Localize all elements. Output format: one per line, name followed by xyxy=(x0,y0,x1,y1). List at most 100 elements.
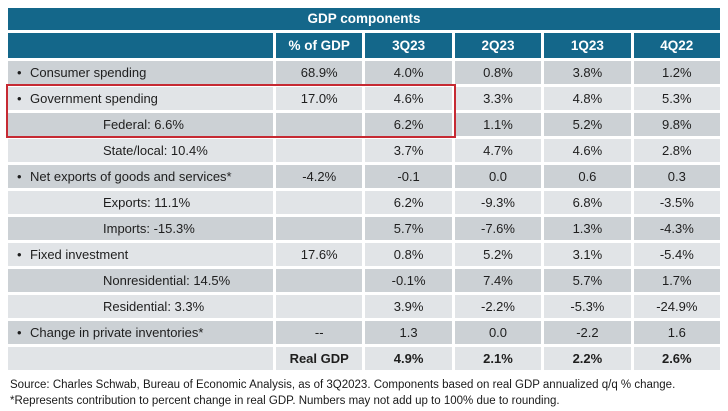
row-label: • Government spending xyxy=(8,87,273,110)
header-cell: 3Q23 xyxy=(365,33,452,58)
pct-of-gdp-cell: -- xyxy=(276,321,363,344)
value-cell: 3.8% xyxy=(544,61,631,84)
footnotes: Source: Charles Schwab, Bureau of Econom… xyxy=(8,377,720,410)
value-cell: 3.7% xyxy=(365,139,452,162)
value-cell: 7.4% xyxy=(454,269,542,292)
value-cell: 3.9% xyxy=(365,295,452,318)
row-label: State/local: 10.4% xyxy=(8,139,273,162)
row-label: Exports: 11.1% xyxy=(8,191,273,214)
value-cell: 5.7% xyxy=(544,269,631,292)
value-cell: 1.3% xyxy=(544,217,631,240)
value-cell: 3.3% xyxy=(454,87,542,110)
value-cell: 4.6% xyxy=(365,87,452,110)
row-label-text: Federal: 6.6% xyxy=(103,117,184,132)
value-cell: -2.2% xyxy=(454,295,542,318)
row-label: • Net exports of goods and services* xyxy=(8,165,273,188)
bullet-icon: • xyxy=(17,65,22,80)
pct-of-gdp-cell: 17.6% xyxy=(276,243,363,266)
value-cell: 1.7% xyxy=(633,269,720,292)
pct-of-gdp-cell: 17.0% xyxy=(276,87,363,110)
row-label xyxy=(8,347,273,370)
pct-of-gdp-cell: 68.9% xyxy=(276,61,363,84)
value-cell: 1.2% xyxy=(633,61,720,84)
value-cell: -0.1% xyxy=(365,269,452,292)
row-label-text: Imports: -15.3% xyxy=(103,221,195,236)
row-label-text: Exports: 11.1% xyxy=(103,195,191,210)
value-cell: -3.5% xyxy=(633,191,720,214)
value-cell: -7.6% xyxy=(454,217,542,240)
value-cell: 6.2% xyxy=(365,113,452,136)
value-cell: 4.9% xyxy=(365,347,452,370)
pct-of-gdp-cell xyxy=(276,269,363,292)
row-label-text: State/local: 10.4% xyxy=(103,143,208,158)
value-cell: 0.0 xyxy=(454,321,542,344)
value-cell: 0.6 xyxy=(544,165,631,188)
value-cell: -5.3% xyxy=(544,295,631,318)
row-label: • Fixed investment xyxy=(8,243,273,266)
row-label-text: Government spending xyxy=(30,91,158,106)
header-cell: 2Q23 xyxy=(454,33,542,58)
row-label: Federal: 6.6% xyxy=(8,113,273,136)
value-cell: 4.6% xyxy=(544,139,631,162)
value-cell: 4.0% xyxy=(365,61,452,84)
bullet-icon: • xyxy=(17,169,22,184)
row-label-text: Nonresidential: 14.5% xyxy=(103,273,231,288)
value-cell: 9.8% xyxy=(633,113,720,136)
value-cell: 0.3 xyxy=(633,165,720,188)
value-cell: 1.1% xyxy=(454,113,542,136)
value-cell: 6.8% xyxy=(544,191,631,214)
row-label: • Consumer spending xyxy=(8,61,273,84)
bullet-icon: • xyxy=(17,91,22,106)
bullet-icon: • xyxy=(17,247,22,262)
value-cell: -0.1 xyxy=(365,165,452,188)
pct-of-gdp-cell: -4.2% xyxy=(276,165,363,188)
value-cell: 3.1% xyxy=(544,243,631,266)
row-label-text: Net exports of goods and services* xyxy=(30,169,232,184)
value-cell: 2.2% xyxy=(544,347,631,370)
row-label-text: Residential: 3.3% xyxy=(103,299,205,314)
value-cell: -24.9% xyxy=(633,295,720,318)
value-cell: -4.3% xyxy=(633,217,720,240)
footnote-asterisk: *Represents contribution to percent chan… xyxy=(10,395,560,408)
value-cell: 2.6% xyxy=(633,347,720,370)
pct-of-gdp-cell xyxy=(276,113,363,136)
gdp-table: GDP components % of GDP 3Q23 2Q23 1Q23 4Q22 •… xyxy=(8,8,720,370)
pct-of-gdp-cell xyxy=(276,217,363,240)
value-cell: 5.2% xyxy=(544,113,631,136)
footnote-source: Source: Charles Schwab, Bureau of Econom… xyxy=(10,379,676,391)
pct-of-gdp-cell xyxy=(276,139,363,162)
header-empty-cell xyxy=(8,33,273,58)
row-label: Imports: -15.3% xyxy=(8,217,273,240)
row-label-text: Change in private inventories* xyxy=(30,325,204,340)
value-cell: 4.8% xyxy=(544,87,631,110)
table-title: GDP components xyxy=(8,8,720,30)
row-label: Nonresidential: 14.5% xyxy=(8,269,273,292)
pct-of-gdp-cell: Real GDP xyxy=(276,347,363,370)
value-cell: 0.0 xyxy=(454,165,542,188)
header-cell: 1Q23 xyxy=(544,33,631,58)
pct-of-gdp-cell xyxy=(276,191,363,214)
value-cell: -5.4% xyxy=(633,243,720,266)
bullet-icon: • xyxy=(17,325,22,340)
value-cell: -9.3% xyxy=(454,191,542,214)
value-cell: 1.3 xyxy=(365,321,452,344)
header-cell: 4Q22 xyxy=(633,33,720,58)
value-cell: 0.8% xyxy=(454,61,542,84)
value-cell: 4.7% xyxy=(454,139,542,162)
value-cell: -2.2 xyxy=(544,321,631,344)
value-cell: 1.6 xyxy=(633,321,720,344)
value-cell: 2.1% xyxy=(454,347,542,370)
value-cell: 6.2% xyxy=(365,191,452,214)
value-cell: 5.2% xyxy=(454,243,542,266)
row-label: Residential: 3.3% xyxy=(8,295,273,318)
row-label-text: Consumer spending xyxy=(30,65,147,80)
value-cell: 0.8% xyxy=(365,243,452,266)
value-cell: 5.3% xyxy=(633,87,720,110)
pct-of-gdp-cell xyxy=(276,295,363,318)
row-label-text: Fixed investment xyxy=(30,247,129,262)
row-label: • Change in private inventories* xyxy=(8,321,273,344)
header-cell: % of GDP xyxy=(276,33,363,58)
value-cell: 2.8% xyxy=(633,139,720,162)
value-cell: 5.7% xyxy=(365,217,452,240)
